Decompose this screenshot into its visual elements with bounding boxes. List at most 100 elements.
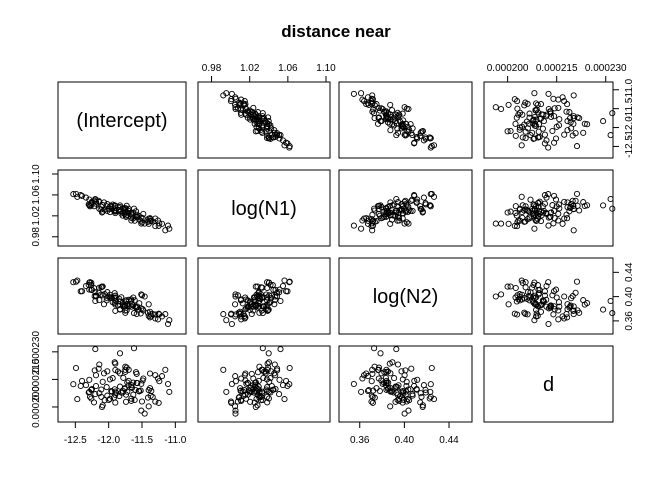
point — [559, 220, 566, 227]
point — [404, 209, 411, 216]
point — [371, 110, 378, 117]
point — [540, 118, 547, 125]
point — [241, 101, 248, 108]
point — [144, 309, 152, 316]
point — [363, 370, 370, 377]
point — [513, 298, 520, 305]
point — [134, 303, 141, 310]
point — [371, 218, 378, 225]
point — [371, 345, 378, 352]
point — [162, 227, 169, 234]
point — [72, 278, 80, 285]
point — [232, 95, 239, 102]
point — [96, 361, 103, 368]
point — [232, 407, 239, 414]
point — [392, 398, 399, 405]
point — [417, 390, 424, 397]
point — [545, 90, 552, 97]
point — [556, 116, 563, 123]
point — [385, 379, 392, 386]
tick-label: -11.5 — [624, 97, 635, 119]
point — [265, 359, 273, 366]
point — [531, 135, 538, 142]
point — [417, 132, 424, 139]
point — [286, 381, 293, 388]
point — [223, 90, 230, 97]
point — [250, 104, 257, 111]
point — [397, 393, 404, 400]
point — [419, 209, 426, 216]
point — [570, 113, 577, 120]
point — [543, 111, 550, 118]
point — [371, 102, 378, 109]
point — [265, 114, 272, 121]
point — [267, 375, 274, 382]
point — [116, 298, 124, 305]
point — [519, 202, 526, 209]
point — [529, 284, 536, 291]
point — [519, 279, 526, 286]
point — [531, 301, 538, 308]
point — [545, 320, 552, 328]
point — [518, 142, 525, 149]
point — [250, 307, 257, 314]
point — [131, 396, 138, 404]
point — [531, 225, 538, 232]
point — [138, 292, 146, 299]
point — [248, 301, 255, 308]
variable-label-log-n1: log(N1) — [231, 198, 297, 220]
point — [257, 118, 264, 125]
point — [277, 346, 284, 353]
point — [409, 392, 416, 399]
point — [564, 215, 571, 222]
point — [543, 282, 550, 290]
point — [413, 133, 420, 141]
point — [545, 191, 552, 198]
point — [266, 127, 273, 135]
tick-label: 1.10 — [316, 63, 336, 74]
tick-label: 1.02 — [31, 206, 42, 226]
point — [251, 399, 258, 406]
point — [394, 129, 402, 136]
point — [274, 130, 281, 137]
point — [394, 109, 401, 116]
point — [116, 207, 124, 214]
point — [564, 314, 571, 321]
point — [427, 381, 434, 388]
point — [120, 374, 127, 381]
point — [507, 127, 514, 135]
point — [103, 384, 110, 391]
point — [376, 387, 383, 395]
point — [402, 197, 409, 204]
point — [547, 110, 554, 117]
point — [232, 378, 239, 385]
point — [551, 207, 558, 214]
point — [92, 372, 100, 379]
point — [99, 202, 106, 209]
point — [92, 346, 99, 353]
point — [498, 291, 505, 298]
point — [555, 210, 562, 217]
point — [535, 121, 543, 128]
point — [109, 201, 116, 208]
point — [566, 109, 573, 116]
point — [264, 366, 271, 374]
tick-label: -12.5 — [64, 435, 87, 446]
point — [393, 346, 400, 353]
point — [551, 105, 558, 112]
tick-label: 0.000200 — [31, 386, 42, 428]
point — [106, 209, 114, 216]
point — [232, 105, 239, 113]
point — [82, 382, 90, 389]
point — [505, 301, 512, 308]
point — [364, 387, 372, 395]
tick-label: 0.40 — [624, 286, 635, 306]
point — [244, 380, 251, 387]
point — [555, 316, 562, 323]
point — [252, 383, 259, 390]
point — [156, 311, 163, 318]
point — [232, 291, 239, 298]
point — [609, 310, 616, 317]
point — [541, 192, 548, 199]
point — [119, 389, 126, 396]
